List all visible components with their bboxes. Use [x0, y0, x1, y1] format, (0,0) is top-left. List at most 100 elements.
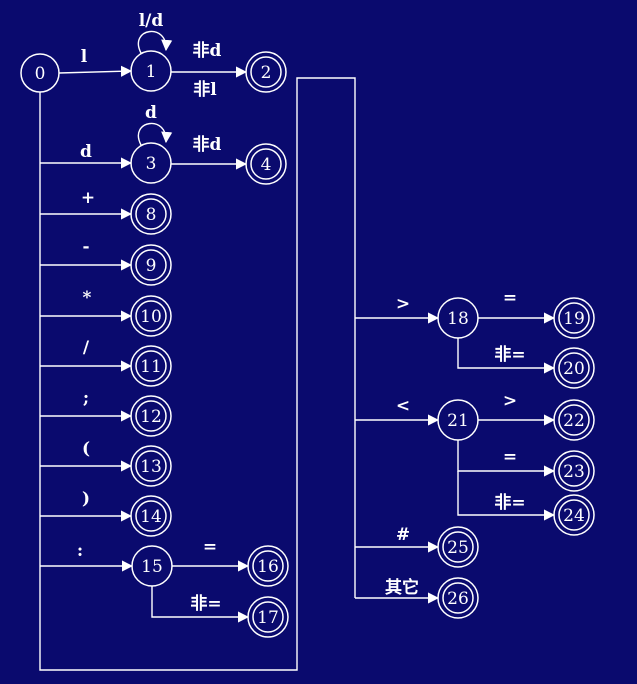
- svg-text:1: 1: [146, 62, 157, 82]
- svg-text:<: <: [396, 396, 410, 416]
- state-11-accepting: 11: [130, 345, 172, 387]
- backbone-left: [39, 77, 356, 671]
- edge-0-12: ;: [40, 388, 133, 422]
- svg-text:21: 21: [447, 411, 469, 431]
- svg-text:23: 23: [563, 462, 585, 482]
- svg-text:#: #: [396, 525, 410, 545]
- svg-text:非d: 非d: [193, 40, 222, 61]
- svg-text:-: -: [82, 237, 89, 257]
- svg-text:20: 20: [563, 359, 585, 379]
- edge-0-1: l: [58, 47, 133, 77]
- state-1: 1: [130, 50, 172, 92]
- svg-text:4: 4: [261, 155, 272, 175]
- svg-text:非=: 非=: [494, 492, 525, 513]
- svg-text:l: l: [81, 47, 88, 67]
- svg-text:11: 11: [140, 357, 162, 377]
- state-4-accepting: 4: [245, 143, 287, 185]
- edge-0-11: /: [40, 338, 133, 372]
- svg-text:16: 16: [257, 557, 279, 577]
- edge-18-20: 非=: [457, 338, 556, 374]
- svg-text:/: /: [83, 338, 90, 358]
- svg-text:非l: 非l: [193, 79, 217, 100]
- state-21: 21: [437, 399, 479, 441]
- svg-text:=: =: [503, 288, 517, 308]
- svg-text:13: 13: [140, 457, 162, 477]
- svg-text:3: 3: [146, 154, 157, 174]
- svg-text:=: =: [503, 447, 517, 467]
- edge-18-19: =: [478, 288, 556, 324]
- state-3: 3: [130, 142, 172, 184]
- edge-0-18: >: [355, 294, 440, 324]
- edge-3-self-loop: d: [137, 103, 173, 146]
- edge-0-14: ): [40, 489, 133, 522]
- edge-21-23: =: [457, 440, 556, 477]
- edge-0-8: +: [40, 188, 133, 220]
- svg-text:;: ;: [83, 388, 89, 408]
- edge-0-9: -: [40, 237, 133, 271]
- state-15: 15: [131, 545, 173, 587]
- svg-text::: :: [77, 541, 83, 561]
- state-19-accepting: 19: [553, 297, 595, 339]
- svg-text:12: 12: [140, 407, 162, 427]
- state-9-accepting: 9: [130, 244, 172, 286]
- svg-text:14: 14: [140, 507, 162, 527]
- svg-text:非=: 非=: [494, 344, 525, 365]
- edge-0-13: (: [40, 439, 133, 472]
- svg-text:10: 10: [140, 307, 162, 327]
- svg-text:2: 2: [261, 63, 272, 83]
- state-25-accepting: 25: [437, 526, 479, 568]
- svg-text:18: 18: [447, 309, 469, 329]
- svg-text:d: d: [145, 103, 157, 123]
- svg-text:非=: 非=: [190, 593, 221, 614]
- svg-text:=: =: [203, 537, 217, 557]
- state-8-accepting: 8: [130, 193, 172, 235]
- svg-text:26: 26: [447, 589, 469, 609]
- edge-15-17: 非=: [151, 586, 250, 623]
- svg-text:15: 15: [141, 557, 163, 577]
- svg-text:(: (: [82, 439, 90, 459]
- svg-text:): ): [82, 489, 90, 509]
- svg-text:d: d: [80, 142, 92, 162]
- edge-15-16: =: [172, 537, 250, 572]
- edge-0-15: :: [40, 541, 134, 572]
- state-23-accepting: 23: [553, 450, 595, 492]
- svg-text:>: >: [396, 294, 410, 314]
- svg-text:9: 9: [146, 256, 157, 276]
- svg-text:22: 22: [563, 411, 585, 431]
- edge-1-self-loop: l/d: [137, 11, 173, 54]
- svg-text:非d: 非d: [193, 134, 222, 155]
- svg-text:其它: 其它: [385, 577, 419, 598]
- state-10-accepting: 10: [130, 295, 172, 337]
- state-18: 18: [437, 297, 479, 339]
- edge-3-4: 非d: [171, 134, 248, 170]
- state-20-accepting: 20: [553, 347, 595, 389]
- svg-text:24: 24: [563, 506, 585, 526]
- edge-1-2: 非d 非l: [171, 40, 248, 100]
- state-16-accepting: 16: [247, 545, 289, 587]
- state-12-accepting: 12: [130, 395, 172, 437]
- state-24-accepting: 24: [553, 494, 595, 536]
- edge-0-21: <: [355, 396, 440, 426]
- state-26-accepting: 26: [437, 577, 479, 619]
- svg-text:>: >: [503, 391, 517, 411]
- state-0: 0: [20, 53, 60, 93]
- edge-0-26: 其它: [355, 577, 440, 604]
- svg-text:0: 0: [35, 64, 46, 84]
- svg-text:25: 25: [447, 538, 469, 558]
- svg-text:8: 8: [146, 205, 157, 225]
- edge-0-10: *: [40, 288, 133, 322]
- edge-21-22: >: [478, 391, 556, 426]
- edge-21-24: 非=: [457, 471, 556, 521]
- state-2-accepting: 2: [245, 51, 287, 93]
- state-17-accepting: 17: [247, 596, 289, 638]
- state-22-accepting: 22: [553, 399, 595, 441]
- edge-0-3: d: [40, 142, 133, 169]
- state-14-accepting: 14: [130, 495, 172, 537]
- state-13-accepting: 13: [130, 445, 172, 487]
- edge-0-25: #: [355, 525, 440, 553]
- svg-text:19: 19: [563, 309, 585, 329]
- svg-text:17: 17: [257, 608, 279, 628]
- svg-text:+: +: [81, 188, 95, 208]
